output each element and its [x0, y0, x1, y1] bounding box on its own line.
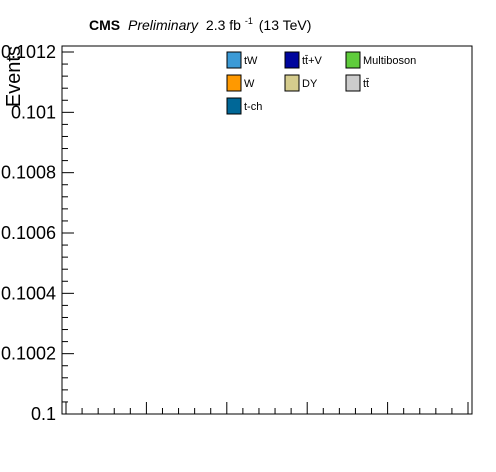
legend-entry: Multiboson: [345, 51, 416, 69]
plot-frame: [61, 45, 473, 415]
y-tick-label: 0.101: [11, 102, 56, 122]
legend-swatch: [226, 74, 242, 92]
legend-swatch: [345, 51, 361, 69]
status-label: Preliminary: [128, 17, 199, 33]
x-axis-ticks: [65, 402, 469, 414]
legend-swatch: [284, 51, 300, 69]
legend-label: tW: [244, 55, 258, 67]
legend-label: tt̄: [363, 78, 369, 90]
legend-swatch: [226, 51, 242, 69]
legend-label: tt̄+V: [302, 55, 323, 67]
y-tick-label: 0.1006: [1, 223, 56, 243]
legend-swatch: [284, 74, 300, 92]
lumi-value: 2.3 fb: [206, 17, 241, 33]
lumi-exponent: -1: [245, 16, 253, 26]
y-tick-label: 0.1: [31, 404, 56, 424]
legend-entry: tW: [226, 51, 258, 69]
header: CMS Preliminary 2.3 fb -1 (13 TeV): [89, 11, 311, 33]
y-axis-ticks: 0.1 0.1002 0.1004 0.1006 0.1008 0.101 0.1012: [1, 42, 74, 424]
legend-entry: t-ch: [226, 97, 262, 115]
legend: tW tt̄+V Multiboson W DY tt̄ t-ch: [226, 51, 416, 115]
y-tick-label: 0.1008: [1, 163, 56, 183]
legend-entry: tt̄: [345, 74, 369, 92]
legend-label: Multiboson: [363, 55, 416, 67]
y-axis-label: Events: [3, 46, 25, 107]
y-tick-label: 0.1012: [1, 42, 56, 62]
legend-entry: W: [226, 74, 255, 92]
experiment-label: CMS: [89, 17, 120, 33]
legend-label: t-ch: [244, 101, 262, 113]
energy-label: (13 TeV): [259, 17, 312, 33]
y-tick-label: 0.1002: [1, 344, 56, 364]
legend-entry: DY: [284, 74, 318, 92]
legend-entry: tt̄+V: [284, 51, 323, 69]
legend-swatch: [226, 97, 242, 115]
legend-label: W: [244, 78, 255, 90]
legend-swatch: [345, 74, 361, 92]
legend-label: DY: [302, 78, 318, 90]
y-tick-label: 0.1004: [1, 283, 56, 303]
